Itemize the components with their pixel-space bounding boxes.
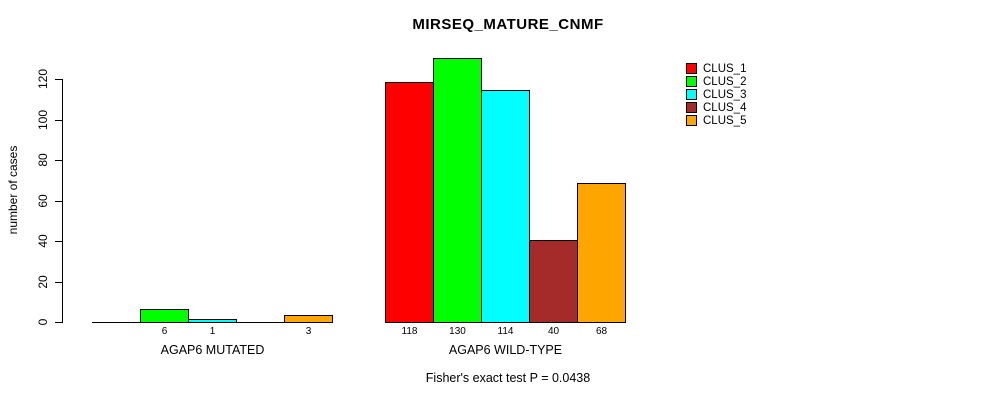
- y-tick-label: 0: [36, 318, 50, 326]
- bar-value-label: 6: [161, 326, 168, 337]
- y-tick-mark: [55, 282, 62, 283]
- y-tick-mark: [55, 322, 62, 323]
- y-tick-mark: [55, 120, 62, 121]
- bar-clus_2: [433, 58, 482, 323]
- bar-clus_4: [529, 240, 578, 323]
- x-axis-group-label: AGAP6 MUTATED: [160, 343, 265, 357]
- y-tick-mark: [55, 241, 62, 242]
- bar-clus_3: [481, 90, 530, 323]
- bar-clus_2: [140, 309, 189, 323]
- legend-swatch-icon: [686, 63, 697, 74]
- y-tick-label: 100: [36, 109, 50, 131]
- legend-label: CLUS_1: [703, 62, 747, 75]
- bar-value-label: 1: [209, 326, 216, 337]
- y-axis-line: [62, 79, 63, 323]
- legend-item-clus_1: CLUS_1: [686, 62, 746, 75]
- bar-value-label: 118: [401, 326, 418, 337]
- bar-value-label: 68: [595, 326, 608, 337]
- bar-value-label: 3: [305, 326, 312, 337]
- legend-swatch-icon: [686, 76, 697, 87]
- y-axis-label-text: number of cases: [6, 145, 20, 235]
- y-tick-label: 120: [36, 68, 50, 90]
- bar-value-label: 114: [497, 326, 514, 337]
- legend-swatch-icon: [686, 115, 697, 126]
- y-tick-mark: [55, 201, 62, 202]
- y-tick-label: 60: [36, 194, 50, 208]
- y-tick-label: 80: [36, 153, 50, 167]
- y-tick-label: 20: [36, 275, 50, 289]
- bar-value-label: 40: [547, 326, 560, 337]
- legend-swatch-icon: [686, 102, 697, 113]
- legend-item-clus_3: CLUS_3: [686, 88, 746, 101]
- x-axis-group-label: AGAP6 WILD-TYPE: [448, 343, 563, 357]
- legend-swatch-icon: [686, 89, 697, 100]
- y-tick-mark: [55, 160, 62, 161]
- legend-label: CLUS_4: [703, 101, 747, 114]
- fisher-test-annotation: Fisher's exact test P = 0.0438: [425, 371, 591, 385]
- bar-clus_1: [385, 82, 434, 323]
- bar-clus_5: [577, 183, 626, 323]
- legend-label: CLUS_3: [703, 88, 747, 101]
- bar-clus_3: [188, 319, 237, 323]
- bar-value-label: 130: [449, 326, 466, 337]
- legend-item-clus_2: CLUS_2: [686, 75, 746, 88]
- legend-item-clus_4: CLUS_4: [686, 101, 746, 114]
- y-tick-mark: [55, 79, 62, 80]
- chart-title: MIRSEQ_MATURE_CNMF: [412, 16, 604, 33]
- legend: CLUS_1 CLUS_2 CLUS_3 CLUS_4 CLUS_5: [686, 62, 746, 127]
- legend-label: CLUS_2: [703, 75, 747, 88]
- legend-item-clus_5: CLUS_5: [686, 114, 746, 127]
- bar-clus_5: [284, 315, 333, 323]
- legend-label: CLUS_5: [703, 114, 747, 127]
- y-tick-label: 40: [36, 234, 50, 248]
